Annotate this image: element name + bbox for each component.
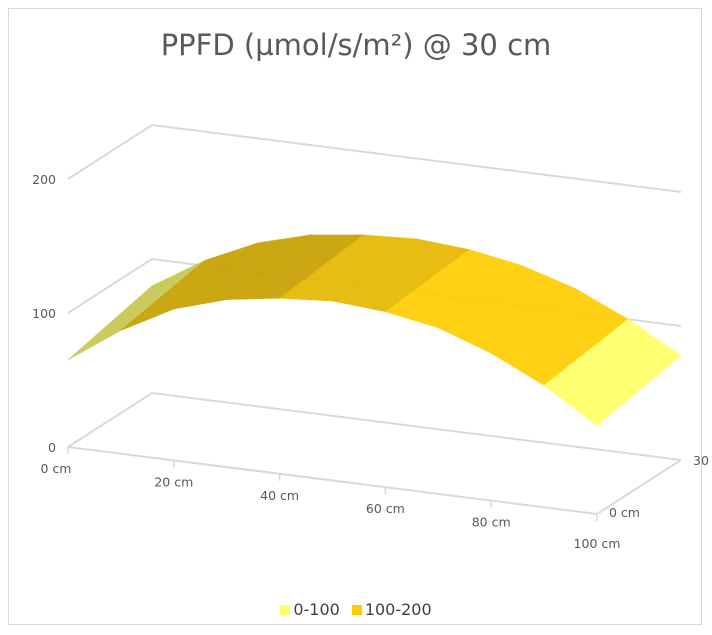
x-tick-label: 0 cm (41, 461, 72, 476)
z-tick-label: 200 (32, 172, 56, 187)
floor-right-edge (596, 459, 682, 515)
depth-tick-label: 30 cm (693, 453, 712, 468)
surface-plot (67, 234, 682, 427)
x-tick-label: 100 cm (574, 536, 621, 551)
gridline-z-0 (67, 391, 682, 461)
x-tick-label: 20 cm (154, 474, 193, 489)
chart-legend: 0-100 100-200 (0, 600, 712, 619)
surface-patch (543, 318, 682, 427)
x-tick-label: 60 cm (366, 501, 405, 516)
legend-label-high: 100-200 (364, 600, 432, 619)
gridline-z-200 (67, 123, 682, 193)
z-tick-label: 100 (32, 306, 56, 321)
z-tick-label: 0 (48, 440, 56, 455)
axis-labels: 0 100 200 0 cm 20 cm 40 cm 60 cm 80 cm 100 cm 0 c… (32, 172, 712, 551)
legend-swatch-high (351, 604, 362, 615)
legend-swatch-low (280, 604, 291, 615)
depth-tick-label: 0 cm (609, 505, 640, 520)
legend-label-low: 0-100 (293, 600, 340, 619)
legend-item-high: 100-200 (351, 600, 432, 619)
legend-item-low: 0-100 (280, 600, 340, 619)
floor-front-edge (67, 446, 598, 515)
surface-patch (67, 259, 206, 361)
x-tick-label: 40 cm (260, 488, 299, 503)
x-tick-label: 80 cm (472, 515, 511, 530)
chart-title: PPFD (µmol/s/m²) @ 30 cm (160, 28, 552, 62)
